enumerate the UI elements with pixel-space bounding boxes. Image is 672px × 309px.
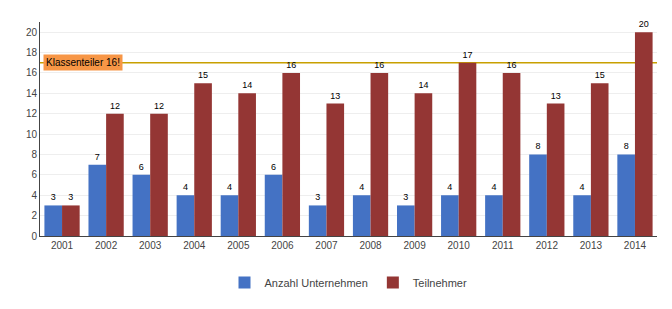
svg-text:3: 3: [68, 192, 73, 202]
svg-text:12: 12: [154, 101, 164, 111]
svg-text:6: 6: [31, 169, 37, 180]
svg-text:13: 13: [330, 91, 340, 101]
svg-text:4: 4: [183, 182, 188, 192]
svg-text:8: 8: [624, 141, 629, 151]
svg-text:2001: 2001: [51, 240, 74, 251]
svg-text:2013: 2013: [580, 240, 603, 251]
svg-text:8: 8: [535, 141, 540, 151]
svg-text:4: 4: [31, 190, 37, 201]
svg-text:14: 14: [26, 88, 38, 99]
svg-text:2009: 2009: [403, 240, 426, 251]
svg-text:2006: 2006: [271, 240, 294, 251]
svg-text:4: 4: [359, 182, 364, 192]
svg-text:2005: 2005: [227, 240, 250, 251]
svg-text:3: 3: [315, 192, 320, 202]
svg-text:13: 13: [551, 91, 561, 101]
svg-text:20: 20: [639, 19, 649, 29]
svg-text:2014: 2014: [624, 240, 647, 251]
svg-text:2004: 2004: [183, 240, 206, 251]
svg-text:2008: 2008: [359, 240, 382, 251]
svg-text:7: 7: [95, 152, 100, 162]
svg-text:2003: 2003: [139, 240, 162, 251]
svg-text:Teilnehmer: Teilnehmer: [413, 277, 467, 289]
svg-text:12: 12: [110, 101, 120, 111]
svg-text:6: 6: [271, 162, 276, 172]
svg-text:4: 4: [580, 182, 585, 192]
svg-text:0: 0: [31, 231, 37, 242]
svg-text:2012: 2012: [536, 240, 559, 251]
svg-text:2007: 2007: [315, 240, 338, 251]
svg-text:16: 16: [507, 60, 517, 70]
svg-text:16: 16: [374, 60, 384, 70]
svg-text:3: 3: [403, 192, 408, 202]
svg-text:14: 14: [242, 80, 252, 90]
svg-text:15: 15: [595, 70, 605, 80]
svg-text:2002: 2002: [95, 240, 118, 251]
svg-text:2011: 2011: [492, 240, 514, 251]
svg-text:16: 16: [286, 60, 296, 70]
svg-text:Anzahl Unternehmen: Anzahl Unternehmen: [265, 277, 368, 289]
svg-text:20: 20: [26, 27, 38, 38]
svg-text:14: 14: [418, 80, 428, 90]
svg-text:8: 8: [31, 149, 37, 160]
svg-text:17: 17: [462, 50, 472, 60]
svg-text:2010: 2010: [448, 240, 471, 251]
svg-text:4: 4: [227, 182, 232, 192]
svg-text:4: 4: [491, 182, 496, 192]
svg-text:15: 15: [198, 70, 208, 80]
svg-text:4: 4: [447, 182, 452, 192]
svg-text:Klassenteiler 16!: Klassenteiler 16!: [46, 57, 120, 68]
svg-text:18: 18: [26, 47, 38, 58]
svg-text:3: 3: [51, 192, 56, 202]
svg-text:6: 6: [139, 162, 144, 172]
svg-text:12: 12: [26, 108, 38, 119]
svg-text:2: 2: [31, 210, 37, 221]
svg-text:10: 10: [26, 129, 38, 140]
svg-text:16: 16: [26, 67, 38, 78]
